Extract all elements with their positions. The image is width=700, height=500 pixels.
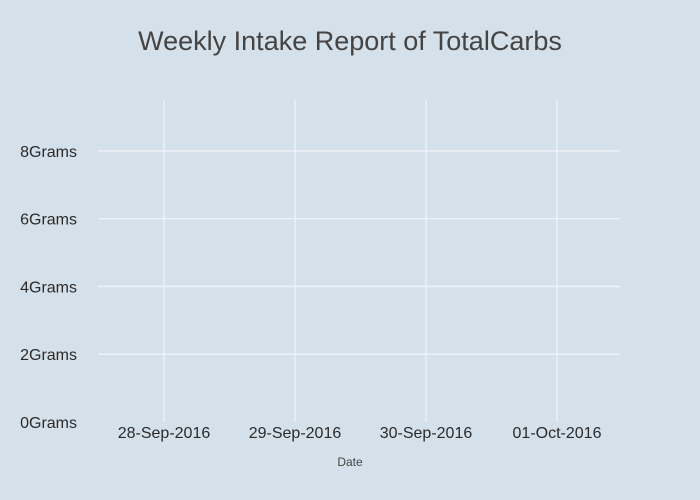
chart-title: Weekly Intake Report of TotalCarbs — [138, 26, 562, 56]
y-tick-label: 2Grams — [20, 347, 77, 364]
x-axis: 28-Sep-2016 29-Sep-2016 30-Sep-2016 01-Oct-… — [118, 425, 602, 442]
x-tick-label: 30-Sep-2016 — [380, 425, 473, 442]
y-tick-label: 6Grams — [20, 212, 77, 229]
x-tick-label: 28-Sep-2016 — [118, 425, 211, 442]
y-tick-label: 8Grams — [20, 144, 77, 161]
x-tick-label: 29-Sep-2016 — [249, 425, 342, 442]
y-tick-label: 4Grams — [20, 279, 77, 296]
grid-layer — [98, 100, 620, 422]
x-tick-label: 01-Oct-2016 — [513, 425, 602, 442]
y-tick-label: 0Grams — [20, 415, 77, 432]
y-axis: 0Grams 2Grams 4Grams 6Grams 8Grams — [20, 144, 77, 432]
x-axis-title: Date — [337, 455, 363, 469]
